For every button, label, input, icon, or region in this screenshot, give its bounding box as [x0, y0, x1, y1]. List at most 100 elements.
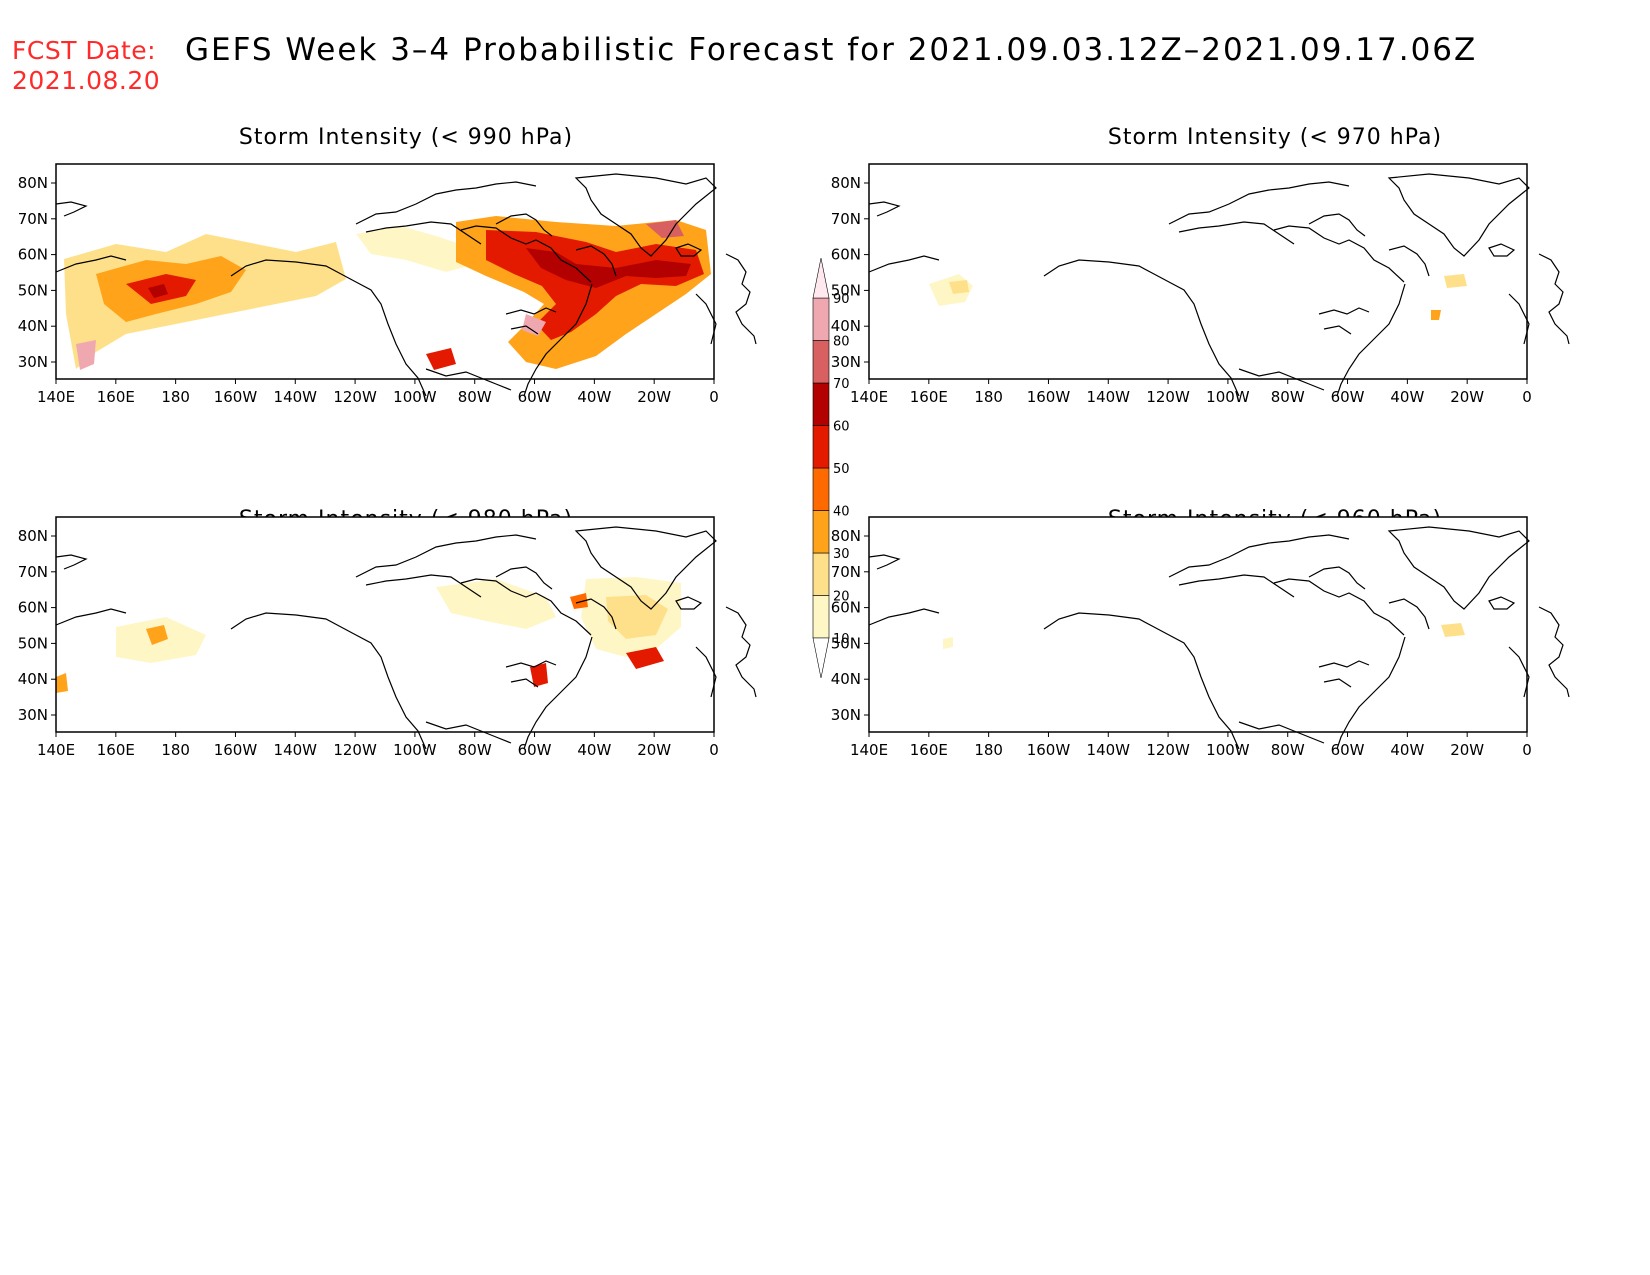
lon-tick-label: 80W: [1271, 741, 1305, 759]
lon-tick-label: 20W: [637, 388, 671, 406]
fcst-date-label: FCST Date:: [12, 36, 157, 65]
lon-tick-label: 120W: [1146, 741, 1190, 759]
probability-shading: [64, 216, 711, 370]
colorbar-swatch: [812, 552, 830, 596]
lon-tick-label: 20W: [1450, 741, 1484, 759]
lon-tick-label: 40W: [1390, 741, 1424, 759]
map-background: [869, 164, 1527, 379]
lon-tick-label: 160E: [910, 388, 948, 406]
colorbar-label: 40: [833, 505, 850, 520]
lon-tick-label: 80W: [458, 388, 492, 406]
panel-title-970: Storm Intensity (< 970 hPa): [1107, 125, 1443, 150]
colorbar-label: 30: [833, 547, 850, 562]
colorbar-swatch: [812, 340, 830, 384]
map-frame: [55, 516, 715, 733]
lat-tick-label: 70N: [831, 563, 861, 581]
lon-tick-label: 180: [161, 388, 190, 406]
lat-tick-label: 30N: [831, 353, 861, 371]
lon-tick-label: 100W: [1206, 741, 1250, 759]
map-panel-980: [55, 516, 757, 750]
lon-tick-label: 160W: [214, 388, 258, 406]
colorbar-label: 60: [833, 420, 850, 435]
lon-tick-label: 80W: [1271, 388, 1305, 406]
lat-tick-label: 50N: [18, 281, 48, 299]
lat-tick-label: 80N: [18, 174, 48, 192]
lat-tick-label: 60N: [831, 599, 861, 617]
colorbar-swatch: [812, 425, 830, 469]
map-frame: [55, 163, 715, 380]
lon-tick-label: 180: [974, 388, 1003, 406]
lon-tick-label: 100W: [393, 741, 437, 759]
map-background: [869, 517, 1527, 732]
lon-tick-label: 140E: [850, 741, 888, 759]
lon-tick-label: 0: [709, 741, 719, 759]
lon-tick-label: 20W: [637, 741, 671, 759]
lon-tick-label: 140W: [274, 388, 318, 406]
fcst-date-block: FCST Date: 2021.08.20: [12, 36, 160, 96]
lon-tick-label: 140E: [37, 741, 75, 759]
lat-tick-label: 40N: [18, 317, 48, 335]
lon-tick-label: 160E: [97, 388, 135, 406]
lat-tick-label: 70N: [18, 563, 48, 581]
colorbar-top-arrow: [812, 257, 830, 299]
colorbar-swatch: [812, 297, 830, 341]
map-frame: [868, 163, 1528, 380]
colorbar-label: 70: [833, 377, 850, 392]
lon-tick-label: 140E: [37, 388, 75, 406]
lat-tick-label: 80N: [831, 527, 861, 545]
colorbar-swatch: [812, 382, 830, 426]
lon-tick-label: 80W: [458, 741, 492, 759]
axis-labels: 140E 160E 180 160W 140W 120W 100W 80W 60W 40W 20W 0…: [18, 174, 1532, 759]
colorbar-bottom-arrow: [812, 637, 830, 679]
lon-tick-label: 60W: [518, 741, 552, 759]
lon-tick-label: 140W: [1087, 388, 1131, 406]
lon-tick-label: 140W: [1087, 741, 1131, 759]
lat-tick-label: 40N: [831, 317, 861, 335]
colorbar-swatch: [812, 510, 830, 554]
lon-tick-label: 0: [709, 388, 719, 406]
lat-tick-label: 40N: [18, 670, 48, 688]
probability-shading: [56, 577, 681, 693]
lon-tick-label: 160W: [214, 741, 258, 759]
lat-tick-label: 60N: [18, 246, 48, 264]
lon-tick-label: 180: [974, 741, 1003, 759]
lat-tick-label: 50N: [831, 634, 861, 652]
lon-tick-label: 160W: [1027, 388, 1071, 406]
map-panel-970: [868, 163, 1570, 397]
map-panel-960: [868, 516, 1570, 750]
lon-tick-label: 60W: [1331, 741, 1365, 759]
lat-tick-label: 60N: [831, 246, 861, 264]
lon-tick-label: 140E: [850, 388, 888, 406]
lon-tick-label: 100W: [1206, 388, 1250, 406]
map-frame: [868, 516, 1528, 733]
lat-tick-label: 70N: [831, 210, 861, 228]
lon-tick-label: 0: [1522, 741, 1532, 759]
lat-tick-label: 30N: [831, 706, 861, 724]
fcst-date-value: 2021.08.20: [12, 66, 161, 95]
colorbar-swatch: [812, 595, 830, 639]
lon-tick-label: 180: [161, 741, 190, 759]
lon-tick-label: 120W: [333, 388, 377, 406]
lat-tick-label: 70N: [18, 210, 48, 228]
panel-title-990: Storm Intensity (< 990 hPa): [238, 125, 574, 150]
lon-tick-label: 120W: [333, 741, 377, 759]
lon-tick-label: 40W: [577, 741, 611, 759]
lat-tick-label: 80N: [18, 527, 48, 545]
lat-tick-label: 30N: [18, 353, 48, 371]
probability-shading: [929, 274, 1467, 320]
lat-tick-label: 50N: [831, 281, 861, 299]
colorbar-swatch: [812, 467, 830, 511]
lon-tick-label: 60W: [518, 388, 552, 406]
lon-tick-label: 40W: [577, 388, 611, 406]
lat-tick-label: 40N: [831, 670, 861, 688]
lat-tick-label: 50N: [18, 634, 48, 652]
lon-tick-label: 40W: [1390, 388, 1424, 406]
lon-tick-label: 100W: [393, 388, 437, 406]
colorbar-label: 50: [833, 462, 850, 477]
main-title: GEFS Week 3–4 Probabilistic Forecast for…: [185, 32, 1478, 68]
lon-tick-label: 140W: [274, 741, 318, 759]
colorbar: 10 20 30 40 50 60 70 80 90: [812, 257, 850, 679]
map-panel-990: [55, 163, 757, 397]
colorbar-label: 90: [833, 292, 850, 307]
